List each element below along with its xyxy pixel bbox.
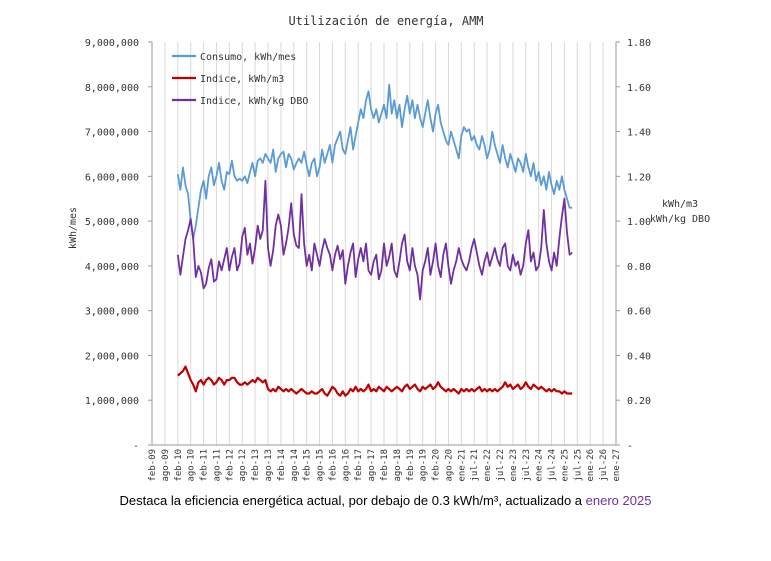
legend-label: Indice, kWh/m3 [200, 74, 284, 85]
right-tick-label: 0.80 [627, 262, 651, 273]
x-tick-label: ene-27 [612, 449, 622, 482]
x-tick-label: ago-10 [187, 449, 197, 482]
x-tick-label: jul-26 [599, 449, 609, 482]
x-tick-label: ago-20 [444, 449, 454, 482]
left-tick-label: 6,000,000 [85, 172, 139, 183]
x-tick-label: jul-22 [496, 449, 506, 482]
x-tick-label: feb-13 [251, 449, 261, 482]
x-tick-label: ago-17 [367, 449, 377, 482]
left-tick-label: - [133, 441, 139, 452]
x-tick-label: feb-16 [328, 449, 338, 482]
chart-grid [151, 42, 617, 445]
right-tick-label: 0.60 [627, 307, 651, 318]
chart-legend: Consumo, kWh/mes Indice, kWh/m3 Indice, kW… [172, 52, 308, 107]
left-tick-label: 5,000,000 [85, 217, 139, 228]
right-axis-label-2: kWh/kg DBO [650, 214, 710, 225]
left-tick-label: 2,000,000 [85, 351, 139, 362]
x-tick-label: ago-19 [419, 449, 429, 482]
x-tick-label: feb-19 [406, 449, 416, 482]
legend-label: Consumo, kWh/mes [200, 52, 296, 63]
x-tick-label: ago-15 [316, 449, 326, 482]
left-tick-label: 9,000,000 [85, 38, 139, 49]
x-tick-label: ago-14 [290, 449, 300, 482]
x-tick-label: feb-20 [432, 449, 442, 482]
x-tick-label: ene-24 [535, 449, 545, 482]
left-axis-ticks: - 1,000,000 2,000,000 3,000,000 4,000,000 5,0… [85, 38, 152, 452]
x-tick-label: ene-25 [560, 449, 570, 482]
right-axis-label-1: kWh/m3 [662, 199, 698, 210]
x-axis-ticks: feb-09 ago-09 feb-10 ago-10 feb-11 ago-11 feb-… [148, 449, 622, 482]
left-tick-label: 7,000,000 [85, 128, 139, 139]
left-tick-label: 8,000,000 [85, 83, 139, 94]
chart-title: Utilización de energía, AMM [288, 14, 483, 28]
x-tick-label: ago-09 [161, 449, 171, 482]
x-tick-label: feb-10 [174, 449, 184, 482]
legend-label: Indice, kWh/kg DBO [200, 96, 308, 107]
caption-date: enero 2025 [585, 493, 652, 508]
energy-chart: Utilización de energía, AMM - 1,000,000 2,… [68, 14, 710, 482]
left-tick-label: 1,000,000 [85, 396, 139, 407]
x-tick-label: ago-12 [238, 449, 248, 482]
left-tick-label: 4,000,000 [85, 262, 139, 273]
x-tick-label: feb-15 [303, 449, 313, 482]
x-tick-label: ago-18 [393, 449, 403, 482]
right-tick-label: 0.20 [627, 396, 651, 407]
x-tick-label: feb-09 [148, 449, 158, 482]
chart-caption: Destaca la eficiencia energética actual,… [0, 493, 771, 508]
x-tick-label: ene-22 [483, 449, 493, 482]
x-tick-label: ene-21 [457, 449, 467, 482]
right-tick-label: 1.20 [627, 172, 651, 183]
x-tick-label: ene-26 [586, 449, 596, 482]
x-tick-label: ago-11 [212, 449, 222, 482]
left-tick-label: 3,000,000 [85, 307, 139, 318]
right-tick-label: 0.40 [627, 351, 651, 362]
left-axis-label: kWh/mes [68, 207, 79, 249]
chart-series [176, 83, 573, 397]
x-tick-label: feb-12 [225, 449, 235, 482]
chart-axes [151, 42, 617, 446]
x-tick-label: feb-18 [380, 449, 390, 482]
x-tick-label: jul-23 [522, 449, 532, 482]
right-tick-label: 1.80 [627, 38, 651, 49]
x-tick-label: jul-24 [548, 449, 558, 482]
right-tick-label: - [627, 441, 633, 452]
x-tick-label: feb-17 [354, 449, 364, 482]
right-tick-label: 1.00 [627, 217, 651, 228]
x-tick-label: ene-23 [509, 449, 519, 482]
x-tick-label: feb-14 [277, 449, 287, 482]
x-tick-label: feb-11 [200, 449, 210, 482]
series-line-2 [177, 365, 573, 397]
x-tick-label: jul-25 [573, 449, 583, 482]
right-tick-label: 1.40 [627, 128, 651, 139]
series-line-3 [176, 179, 573, 301]
caption-text: Destaca la eficiencia energética actual,… [119, 493, 586, 508]
right-axis-ticks: - 0.20 0.40 0.60 0.80 1.00 1.20 1.40 1.60 1.80 [616, 38, 651, 452]
x-tick-label: ago-16 [341, 449, 351, 482]
x-tick-label: ago-13 [264, 449, 274, 482]
x-tick-label: jul-21 [470, 449, 480, 482]
right-tick-label: 1.60 [627, 83, 651, 94]
series-line-1 [176, 83, 573, 240]
